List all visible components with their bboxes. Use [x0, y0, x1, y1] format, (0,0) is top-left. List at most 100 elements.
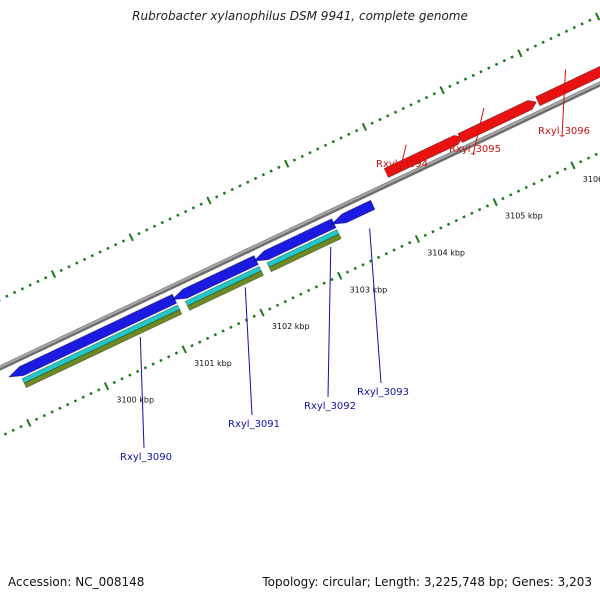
Rxyl_3091-leader-line — [244, 287, 253, 416]
inner-tick — [97, 388, 101, 392]
outer-tick — [20, 287, 25, 291]
scale-label-3102: 3102 kbp — [272, 322, 310, 331]
inner-tick — [198, 340, 202, 344]
inner-tick — [135, 369, 140, 374]
outer-tick — [541, 40, 545, 44]
Rxyl_3092-leader-line — [327, 246, 332, 398]
outer-tick — [145, 228, 149, 232]
outer-tick — [230, 187, 234, 192]
backbone-line-highlight — [0, 81, 600, 369]
inner-tick — [477, 207, 482, 212]
Rxyl_3090-rna-bar — [23, 308, 183, 389]
inner-tick — [322, 281, 326, 285]
outer-tick — [347, 132, 351, 136]
Rxyl_3094-label: Rxyl_3094 — [376, 159, 428, 170]
outer-tick — [409, 103, 413, 107]
inner-tick — [229, 325, 233, 329]
Rxyl_3095-gene-arrow — [457, 99, 538, 144]
scale-label-3103: 3103 kbp — [350, 285, 388, 294]
inner-tick — [120, 377, 124, 381]
Rxyl_3090-label: Rxyl_3090 — [120, 452, 172, 463]
outer-tick — [44, 276, 48, 280]
inner-tick — [42, 413, 47, 418]
outer-tick — [456, 81, 460, 85]
inner-tick — [259, 308, 265, 317]
inner-tick — [337, 271, 343, 280]
Rxyl_3096-gene-arrow — [535, 65, 600, 107]
Rxyl_3094-leader-line — [399, 144, 407, 171]
inner-tick — [283, 299, 287, 304]
outer-tick — [557, 33, 561, 37]
inner-tick — [563, 167, 567, 171]
inner-tick — [462, 215, 466, 219]
outer-tick — [50, 270, 57, 279]
inner-tick — [213, 333, 218, 337]
outer-tick — [82, 257, 87, 262]
outer-tick — [533, 44, 538, 48]
map-title: Rubrobacter xylanophilus DSM 9941, compl… — [132, 9, 468, 23]
inner-tick — [314, 285, 319, 289]
outer-tick — [222, 191, 227, 195]
backbone-line-shadow — [0, 81, 600, 371]
outer-tick — [176, 213, 180, 217]
outer-tick — [128, 233, 134, 242]
outer-tick — [354, 128, 359, 133]
outer-tick — [28, 283, 32, 287]
outer-tick — [261, 173, 266, 177]
Rxyl_3095-label: Rxyl_3095 — [449, 144, 501, 155]
outer-tick — [113, 242, 118, 247]
outer-tick — [331, 139, 335, 144]
scale-ticks-outer — [0, 12, 600, 301]
inner-tick — [516, 189, 521, 193]
outer-tick — [471, 73, 475, 78]
outer-tick — [106, 246, 110, 251]
outer-tick — [316, 147, 320, 151]
Rxyl_3093-leader-line — [369, 228, 382, 384]
inner-tick — [291, 296, 295, 300]
inner-tick — [423, 233, 427, 237]
inner-tick — [454, 218, 458, 223]
outer-tick — [98, 250, 102, 254]
outer-tick — [67, 265, 71, 269]
inner-tick — [547, 174, 552, 179]
inner-tick — [299, 292, 303, 296]
inner-tick — [414, 234, 421, 244]
inner-tick — [159, 358, 163, 363]
scale-label-3101: 3101 kbp — [194, 359, 232, 368]
outer-tick — [75, 261, 79, 265]
inner-tick — [408, 241, 412, 245]
outer-tick — [401, 106, 405, 111]
outer-tick — [191, 206, 196, 210]
inner-tick — [570, 161, 576, 170]
outer-tick — [277, 165, 281, 170]
inner-tick — [112, 380, 116, 385]
outer-tick — [572, 25, 576, 30]
scale-labels: 3100 kbp 3101 kbp 3102 kbp 3103 kbp 3104 kbp… — [116, 175, 600, 405]
inner-tick — [151, 362, 155, 366]
Rxyl_3096-leader-line — [561, 69, 567, 138]
inner-tick — [128, 373, 132, 377]
outer-tick — [424, 95, 429, 100]
inner-tick — [143, 366, 148, 370]
Rxyl_3094-gene-arrow — [383, 134, 464, 179]
outer-tick — [386, 114, 390, 118]
outer-tick — [448, 84, 452, 89]
outer-tick — [417, 99, 421, 103]
Rxyl_3091-rna-bar — [186, 270, 264, 311]
outer-tick — [549, 36, 553, 41]
inner-tick — [34, 417, 39, 421]
inner-tick — [181, 345, 187, 354]
outer-tick — [168, 217, 172, 221]
scale-label-3104: 3104 kbp — [427, 248, 465, 257]
inner-tick — [470, 211, 474, 215]
inner-tick — [73, 399, 78, 403]
inner-tick — [3, 432, 8, 436]
outer-tick — [90, 254, 95, 258]
outer-tick — [36, 279, 40, 284]
inner-tick — [205, 336, 210, 341]
inner-tick — [26, 418, 32, 428]
Rxyl_3090-gene-arrow — [7, 293, 178, 378]
inner-tick — [221, 329, 225, 333]
